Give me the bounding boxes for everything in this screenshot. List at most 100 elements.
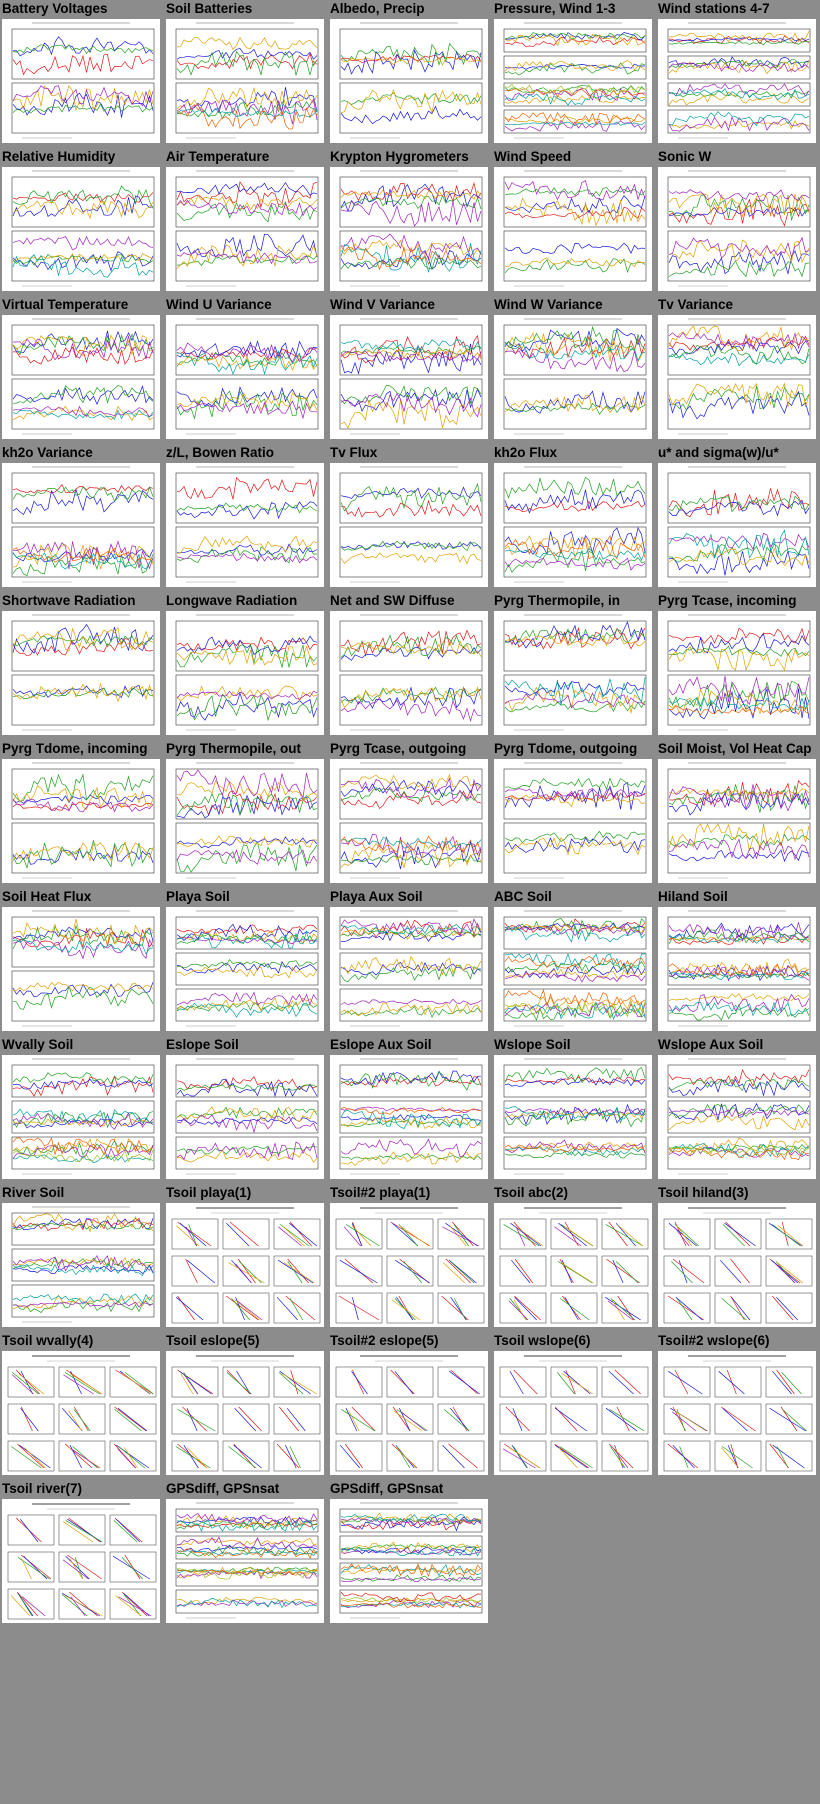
plot-panel xyxy=(667,82,811,107)
thumbnail-link[interactable]: Tsoil#2 playa(1) xyxy=(328,1184,492,1332)
plot-thumbnail xyxy=(2,463,160,587)
thumbnail-link[interactable]: GPSdiff, GPSnsat xyxy=(164,1480,328,1628)
profile-panel xyxy=(601,1403,649,1435)
thumbnail-title: Wslope Soil xyxy=(494,1037,571,1052)
thumbnail-link[interactable]: Longwave Radiation xyxy=(164,592,328,740)
thumbnail-link[interactable]: Soil Batteries xyxy=(164,0,328,148)
profile-panel xyxy=(171,1218,219,1250)
thumbnail-link[interactable]: Playa Aux Soil xyxy=(328,888,492,1036)
thumbnail-link[interactable]: kh2o Variance xyxy=(0,444,164,592)
thumbnail-link[interactable]: Shortwave Radiation xyxy=(0,592,164,740)
thumbnail-link[interactable]: GPSdiff, GPSnsat xyxy=(328,1480,492,1628)
plot-panel xyxy=(175,324,319,376)
thumbnail-link[interactable]: Pyrg Tdome, outgoing xyxy=(492,740,656,888)
plot-panel xyxy=(667,28,811,53)
profile-panel xyxy=(222,1403,270,1435)
plot-panel xyxy=(175,378,319,430)
thumbnail-link[interactable]: Pyrg Thermopile, in xyxy=(492,592,656,740)
thumbnail-link[interactable]: Pyrg Tcase, outgoing xyxy=(328,740,492,888)
thumbnail-link[interactable]: Wind stations 4-7 xyxy=(656,0,820,148)
profile-panel xyxy=(437,1292,485,1324)
thumbnail-link[interactable]: Soil Moist, Vol Heat Cap xyxy=(656,740,820,888)
plot-panel xyxy=(11,620,155,672)
thumbnail-link[interactable]: Virtual Temperature xyxy=(0,296,164,444)
thumbnail-link[interactable]: Wslope Soil xyxy=(492,1036,656,1184)
profile-panel xyxy=(765,1403,813,1435)
thumbnail-link[interactable]: Tsoil river(7) xyxy=(0,1480,164,1628)
plot-thumbnail xyxy=(494,759,652,883)
thumbnail-link[interactable]: Wind U Variance xyxy=(164,296,328,444)
thumbnail-title: Wvally Soil xyxy=(2,1037,74,1052)
thumbnail-link[interactable]: kh2o Flux xyxy=(492,444,656,592)
thumbnail-title: Air Temperature xyxy=(166,149,270,164)
thumbnail-link[interactable]: Wind V Variance xyxy=(328,296,492,444)
thumbnail-link[interactable]: Eslope Aux Soil xyxy=(328,1036,492,1184)
plot-thumbnail xyxy=(658,759,816,883)
profile-panel xyxy=(499,1440,547,1472)
thumbnail-link[interactable]: Tv Flux xyxy=(328,444,492,592)
profile-panel xyxy=(437,1218,485,1250)
thumbnail-link[interactable]: Tsoil#2 wslope(6) xyxy=(656,1332,820,1480)
thumbnail-link[interactable]: River Soil xyxy=(0,1184,164,1332)
thumbnail-link[interactable]: Tsoil wvally(4) xyxy=(0,1332,164,1480)
thumbnail-link[interactable]: Tsoil wslope(6) xyxy=(492,1332,656,1480)
profile-panel xyxy=(222,1292,270,1324)
thumbnail-link[interactable]: Playa Soil xyxy=(164,888,328,1036)
plot-thumbnail xyxy=(2,611,160,735)
plot-thumbnail xyxy=(658,1203,816,1327)
plot-thumbnail xyxy=(658,907,816,1031)
plot-panel xyxy=(503,28,647,53)
plot-panel xyxy=(11,1212,155,1246)
thumbnail-link[interactable]: Wvally Soil xyxy=(0,1036,164,1184)
profile-panel xyxy=(273,1255,321,1287)
plot-panel xyxy=(339,1064,483,1098)
thumbnail-link[interactable]: Sonic W xyxy=(656,148,820,296)
thumbnail-title: GPSdiff, GPSnsat xyxy=(330,1481,444,1496)
thumbnail-link[interactable]: Pressure, Wind 1-3 xyxy=(492,0,656,148)
thumbnail-link[interactable]: Air Temperature xyxy=(164,148,328,296)
thumbnail-link[interactable]: Krypton Hygrometers xyxy=(328,148,492,296)
plot-panel xyxy=(503,472,647,524)
thumbnail-link[interactable]: Battery Voltages xyxy=(0,0,164,148)
plot-panel xyxy=(175,1535,319,1560)
thumbnail-link[interactable]: Tsoil abc(2) xyxy=(492,1184,656,1332)
profile-panel xyxy=(273,1218,321,1250)
thumbnail-link[interactable]: Pyrg Thermopile, out xyxy=(164,740,328,888)
thumbnail-link[interactable]: ABC Soil xyxy=(492,888,656,1036)
profile-panel xyxy=(499,1366,547,1398)
thumbnail-link[interactable]: Wind Speed xyxy=(492,148,656,296)
plot-thumbnail xyxy=(166,1055,324,1179)
thumbnail-link[interactable]: Tsoil#2 eslope(5) xyxy=(328,1332,492,1480)
thumbnail-title: Wind W Variance xyxy=(494,297,603,312)
thumbnail-link[interactable]: Pyrg Tcase, incoming xyxy=(656,592,820,740)
plot-panel xyxy=(667,526,811,578)
thumbnail-title: Pyrg Tdome, outgoing xyxy=(494,741,638,756)
plot-panel xyxy=(503,916,647,950)
thumbnail-link[interactable]: Net and SW Diffuse xyxy=(328,592,492,740)
thumbnail-link[interactable]: z/L, Bowen Ratio xyxy=(164,444,328,592)
thumbnail-link[interactable]: Relative Humidity xyxy=(0,148,164,296)
thumbnail-link[interactable]: Eslope Soil xyxy=(164,1036,328,1184)
thumbnail-link[interactable]: Hiland Soil xyxy=(656,888,820,1036)
plot-thumbnail xyxy=(166,167,324,291)
plot-thumbnail xyxy=(494,907,652,1031)
thumbnail-link[interactable]: Tsoil playa(1) xyxy=(164,1184,328,1332)
thumbnail-title: GPSdiff, GPSnsat xyxy=(166,1481,280,1496)
plot-thumbnail xyxy=(330,315,488,439)
thumbnail-link[interactable]: u* and sigma(w)/u* xyxy=(656,444,820,592)
thumbnail-link[interactable]: Albedo, Precip xyxy=(328,0,492,148)
plot-panel xyxy=(667,109,811,134)
plot-panel xyxy=(175,1562,319,1587)
thumbnail-link[interactable]: Soil Heat Flux xyxy=(0,888,164,1036)
profile-panel xyxy=(386,1255,434,1287)
thumbnail-link[interactable]: Tv Variance xyxy=(656,296,820,444)
thumbnail-link[interactable]: Pyrg Tdome, incoming xyxy=(0,740,164,888)
plot-thumbnail xyxy=(658,463,816,587)
plot-panel xyxy=(11,1100,155,1134)
thumbnail-link[interactable]: Wind W Variance xyxy=(492,296,656,444)
thumbnail-link[interactable]: Tsoil hiland(3) xyxy=(656,1184,820,1332)
profile-panel xyxy=(601,1218,649,1250)
plot-thumbnail xyxy=(166,611,324,735)
thumbnail-link[interactable]: Tsoil eslope(5) xyxy=(164,1332,328,1480)
thumbnail-link[interactable]: Wslope Aux Soil xyxy=(656,1036,820,1184)
